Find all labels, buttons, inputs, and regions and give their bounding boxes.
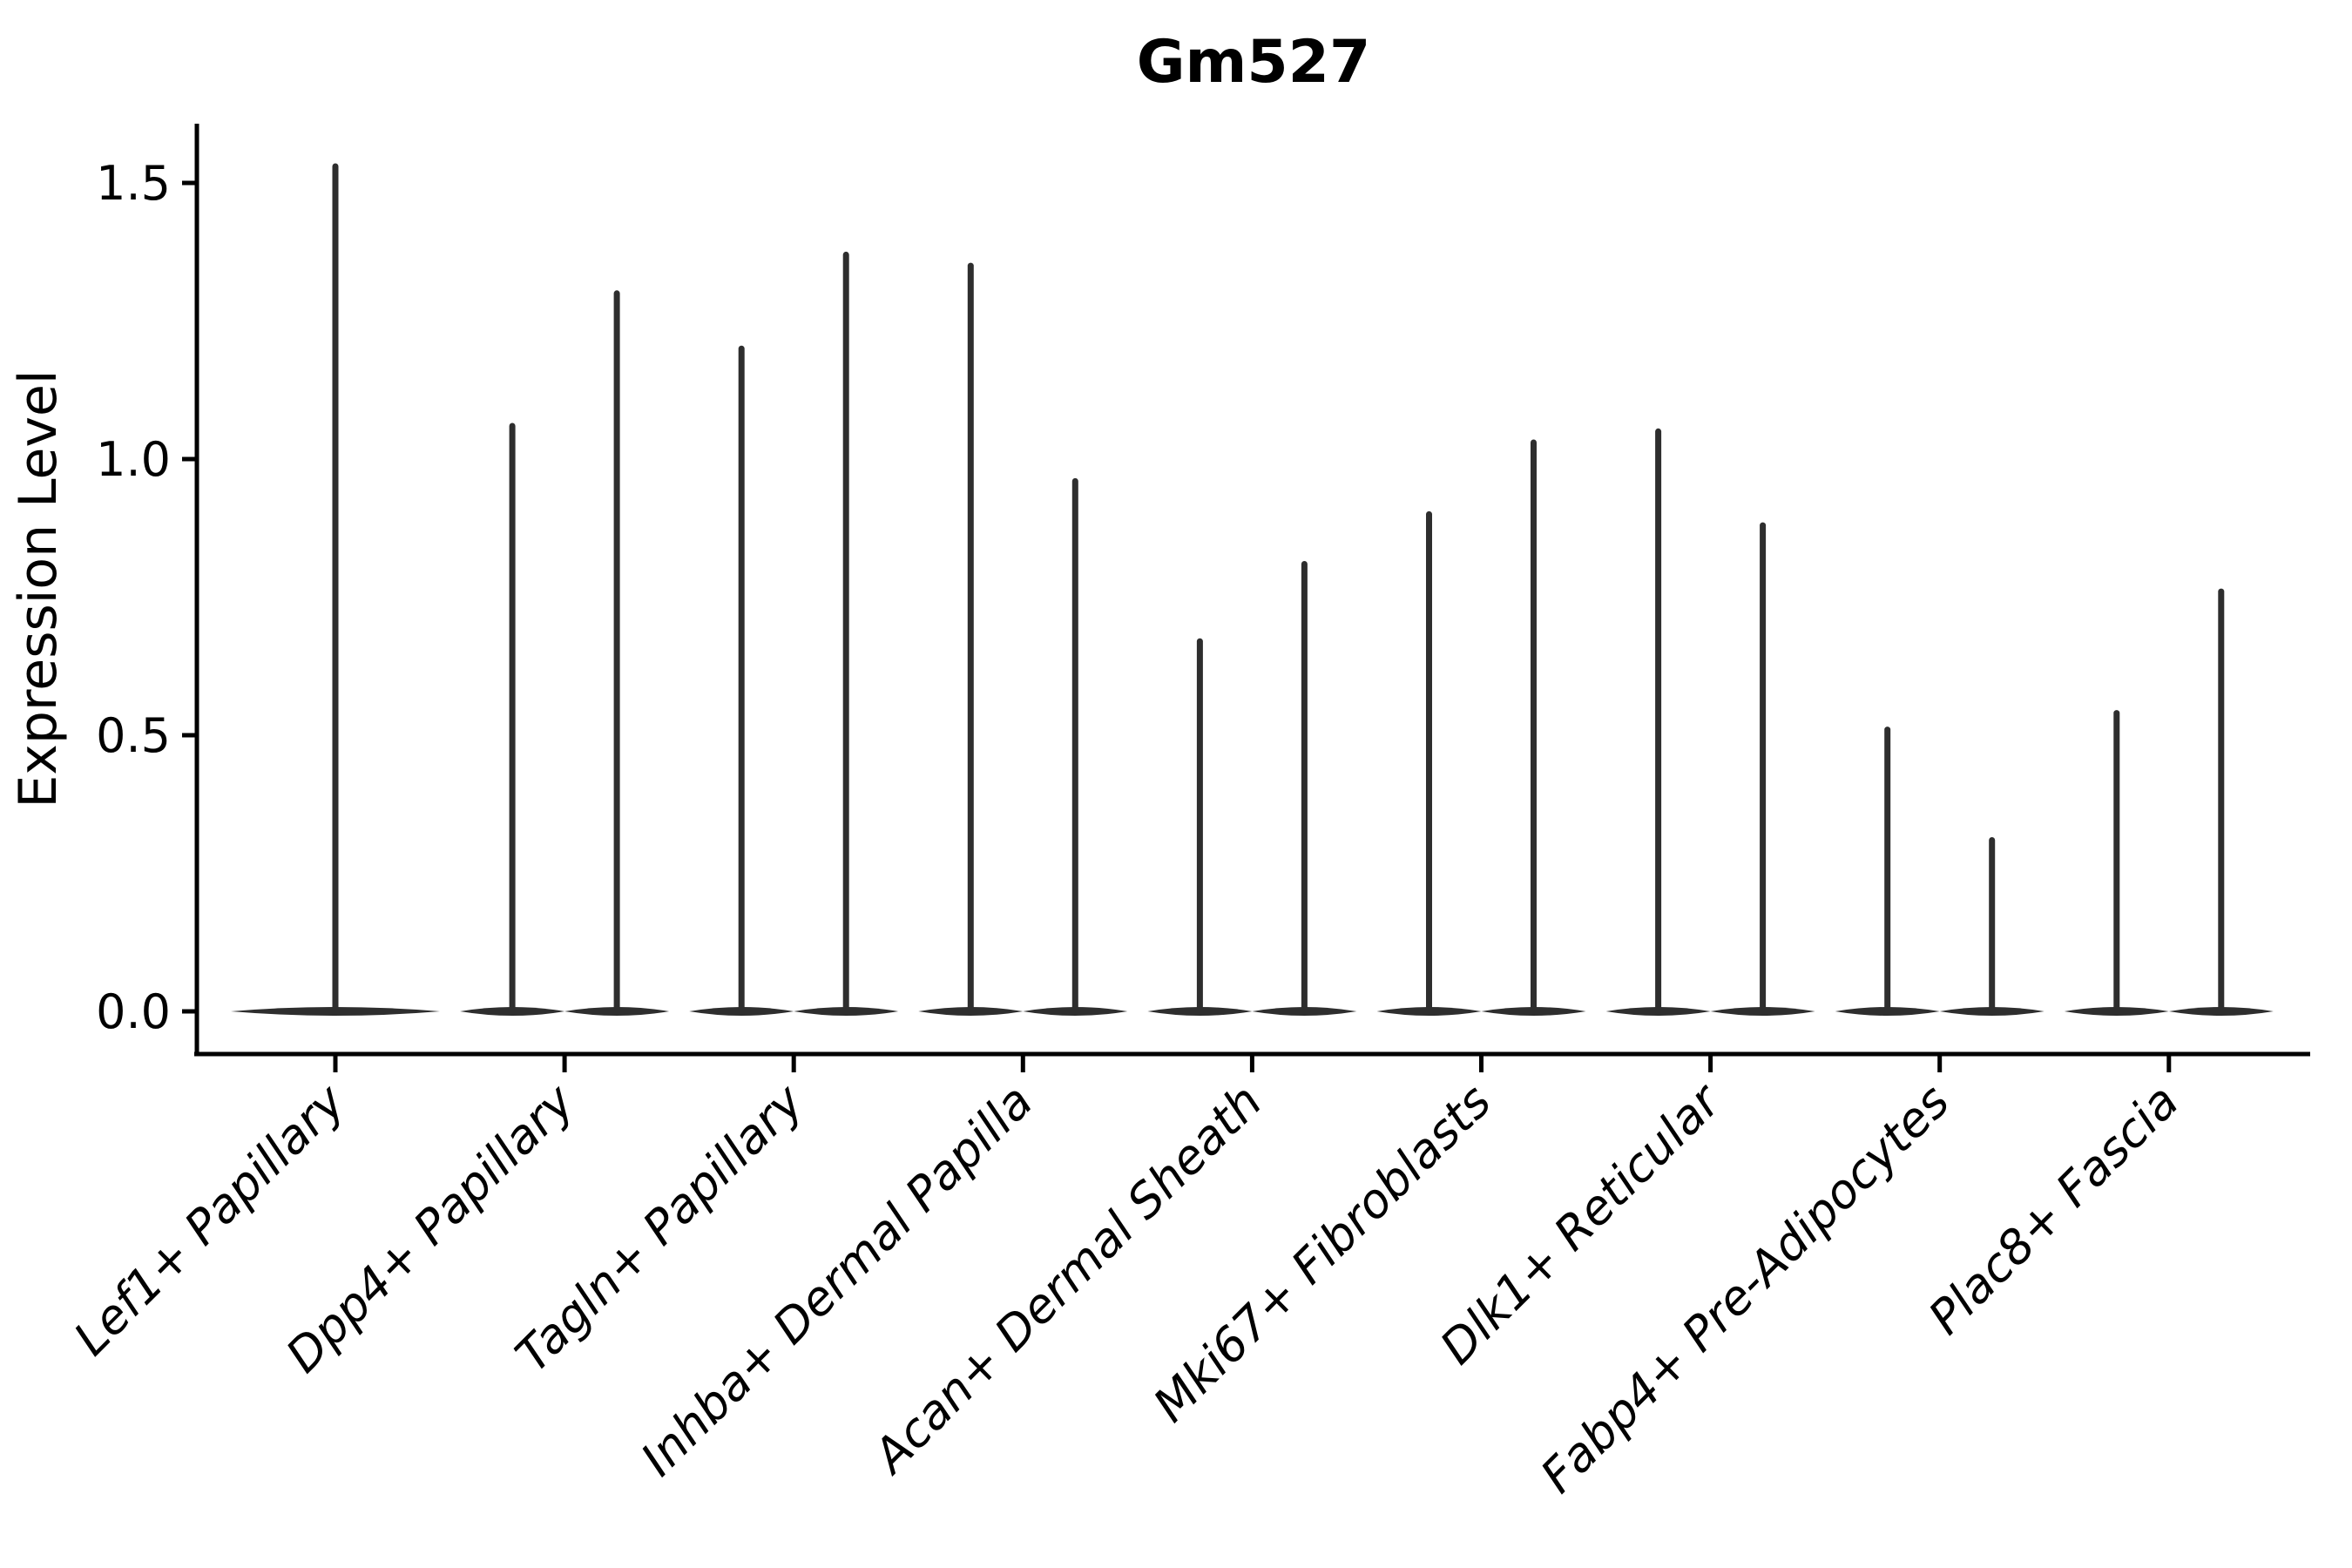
x-tick-label: Fabp4+ Pre-Adipocytes	[1531, 1074, 1960, 1504]
y-tick-label: 0.5	[96, 708, 171, 763]
x-tick-label: Inhba+ Dermal Papilla	[631, 1074, 1044, 1487]
y-axis-label: Expression Level	[8, 369, 69, 808]
y-tick-label: 1.0	[96, 432, 171, 487]
x-tick-label: Acan+ Dermal Sheath	[862, 1074, 1273, 1485]
y-tick-label: 0.0	[96, 984, 171, 1039]
chart-title: Gm527	[1137, 28, 1371, 97]
y-tick-label: 1.5	[96, 156, 171, 211]
x-tick-label: Plac8+ Fascia	[1918, 1074, 2189, 1345]
